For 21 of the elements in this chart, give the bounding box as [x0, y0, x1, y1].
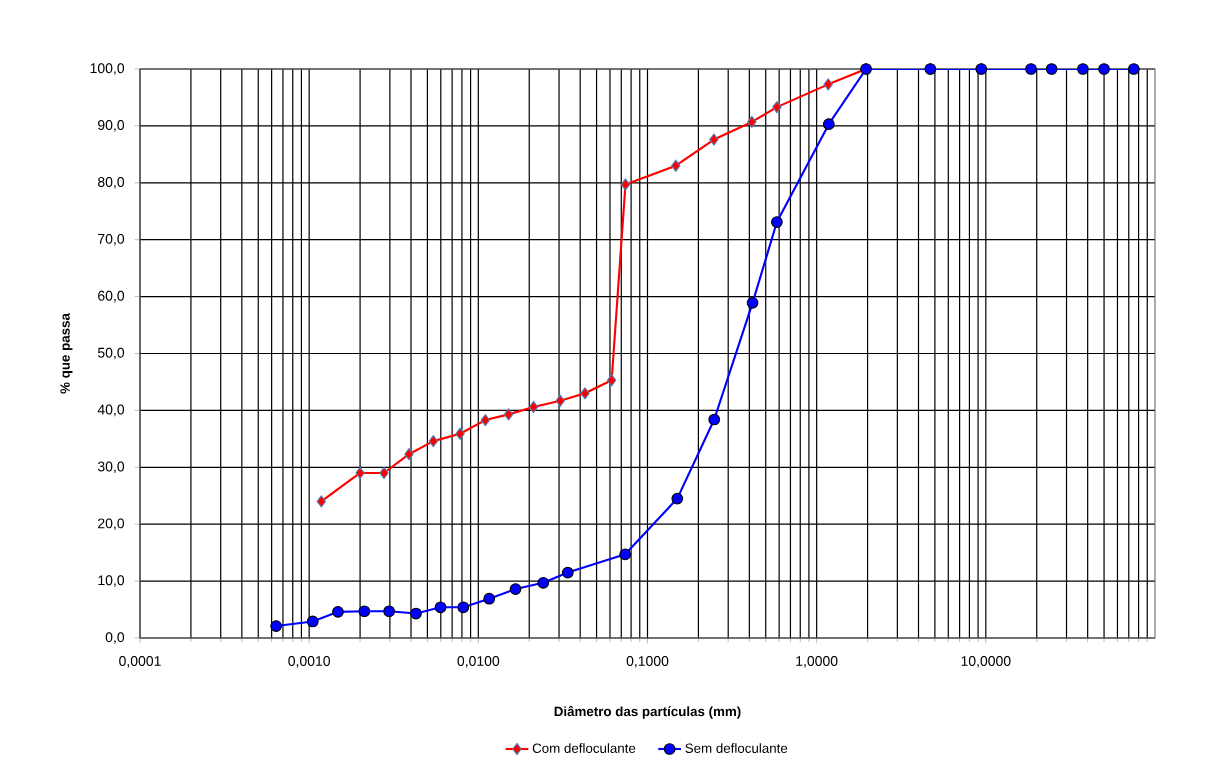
x-axis-title: Diâmetro das partículas (mm)	[554, 706, 741, 719]
x-tick-label: 1,0000	[796, 656, 838, 668]
x-tick-label: 10,0000	[961, 656, 1011, 668]
y-tick-label: 100,0	[90, 63, 125, 75]
y-tick-label: 90,0	[98, 120, 125, 132]
legend-label: Com defloculante	[532, 743, 636, 753]
y-tick-label: 20,0	[98, 518, 125, 530]
y-tick-label: 80,0	[97, 177, 125, 189]
x-tick-label: 0,0001	[119, 656, 161, 668]
y-tick-label: 60,0	[98, 290, 125, 303]
x-tick-label: 0,1000	[626, 656, 669, 668]
y-axis-title: % que passa	[60, 313, 73, 394]
y-tick-label: 40,0	[97, 404, 125, 417]
x-tick-label: 0,0010	[288, 656, 331, 668]
y-tick-label: 30,0	[97, 461, 125, 474]
y-tick-label: 0,0	[105, 632, 125, 644]
x-tick-label: 0,0100	[457, 656, 500, 668]
y-tick-label: 10,0	[98, 575, 125, 587]
legend-label: Sem defloculante	[685, 743, 788, 753]
y-tick-label: 70,0	[98, 233, 125, 246]
y-tick-label: 50,0	[97, 347, 125, 360]
